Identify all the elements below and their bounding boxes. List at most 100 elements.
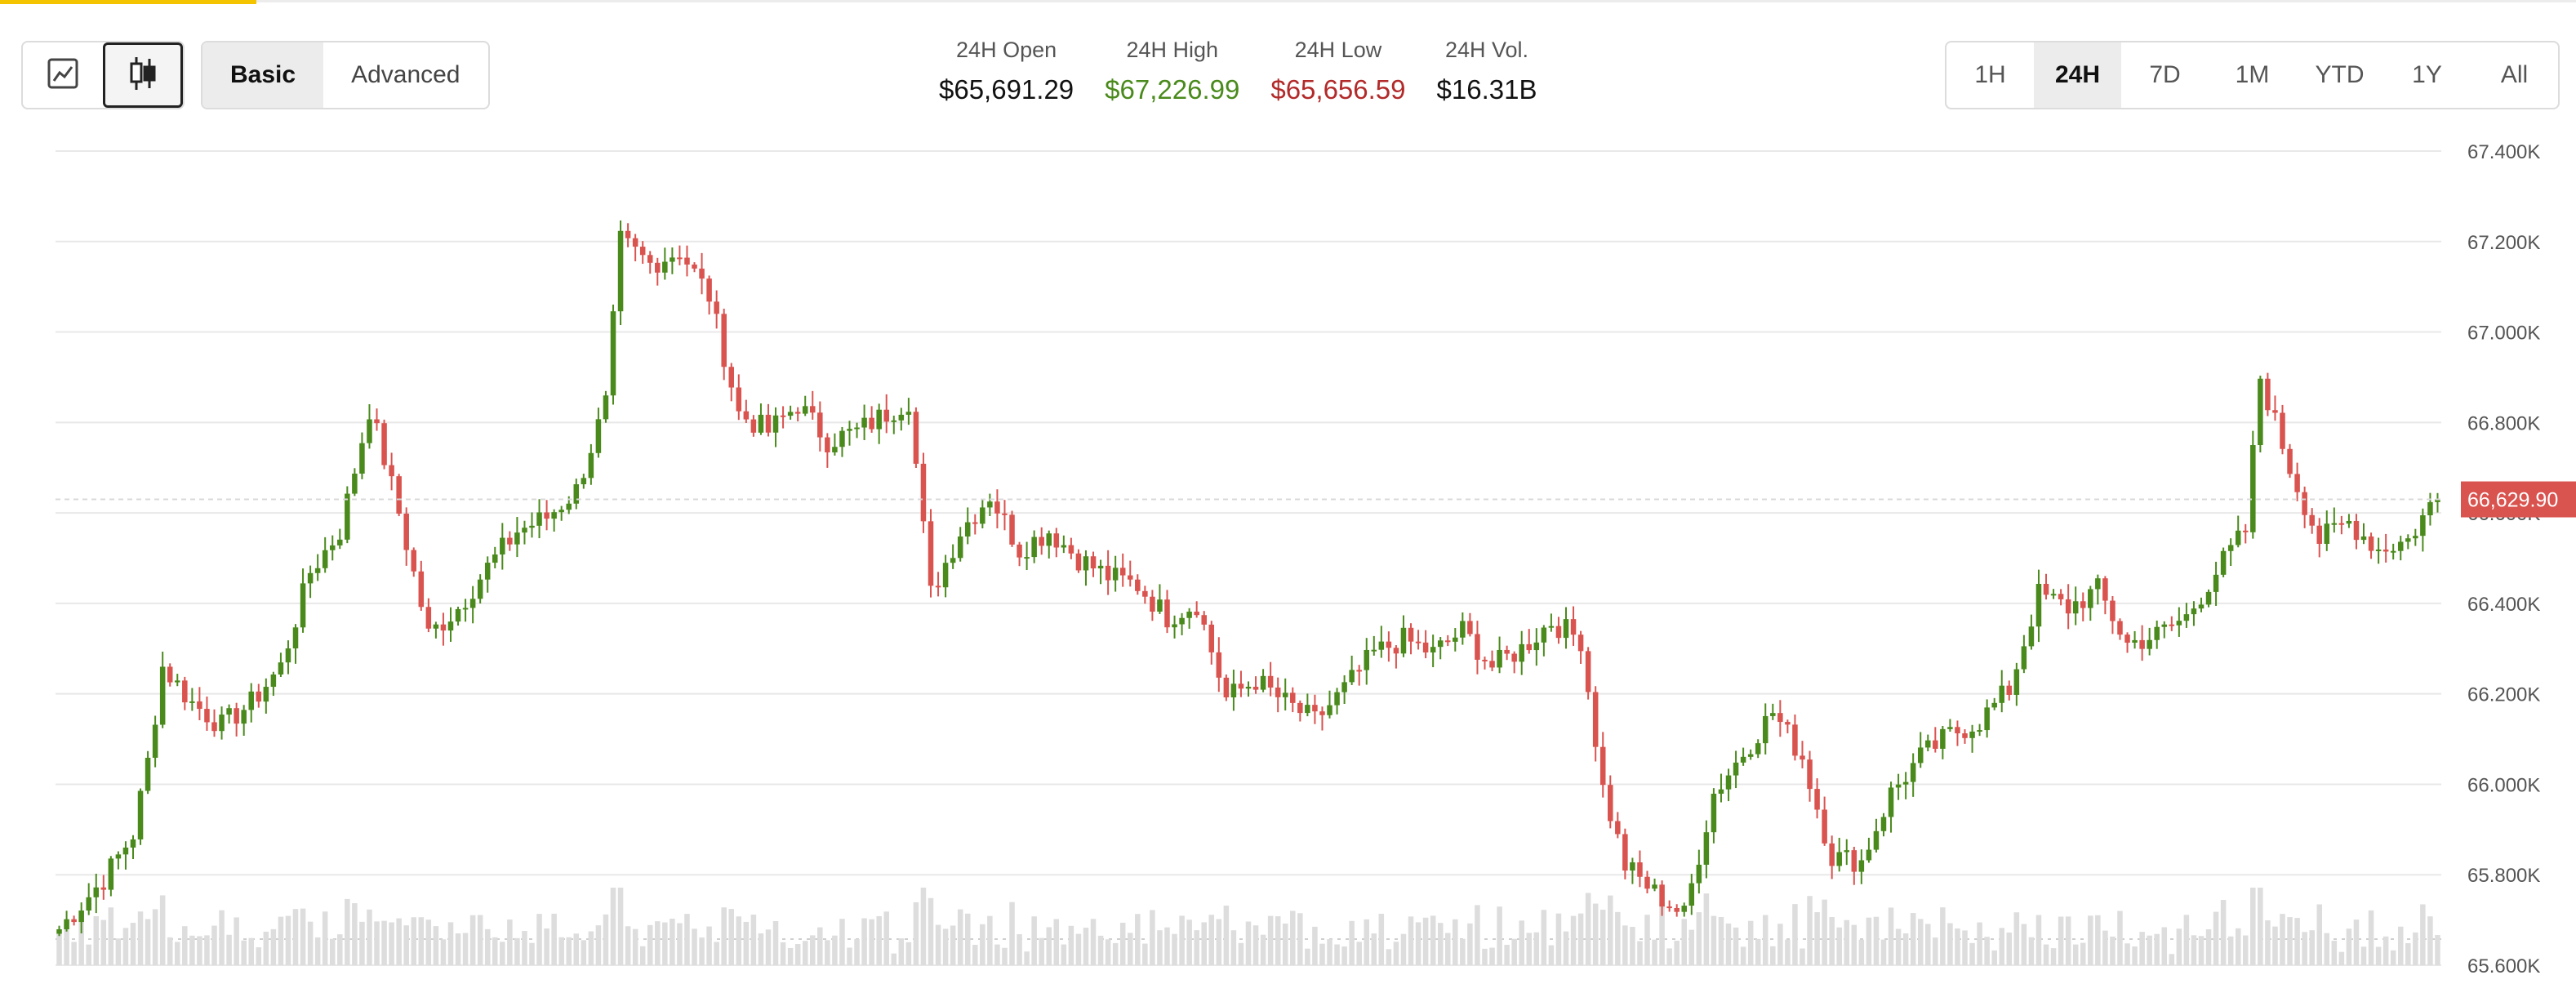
candle-body [1533,642,1540,651]
volume-bar [905,942,912,965]
candle-body [285,648,291,663]
volume-bar [1880,939,1887,965]
candle-body [2154,626,2160,640]
volume-bar [433,926,439,965]
candle-body [1895,784,1902,788]
candle-body [500,537,505,555]
candle-body [182,680,188,703]
candle-body [469,599,476,608]
candle-body [1999,685,2004,703]
candle-body [2316,525,2322,545]
volume-bar [1031,916,1037,965]
volume-bar [1075,933,1082,965]
volume-bar [1312,926,1318,965]
candle-body [167,666,173,683]
volume-bar [1150,910,1155,965]
candle-body [56,928,62,934]
range-1m-button[interactable]: 1M [2235,61,2270,88]
y-tick-label: 66.400K [2467,594,2540,616]
volume-bar [1866,917,1872,965]
candle-body [396,476,402,514]
y-tick-label: 65.600K [2467,955,2540,977]
candle-body [765,414,772,433]
volume-bar [345,898,350,965]
volume-bar [300,908,306,965]
candle-body [2191,608,2197,615]
candle-body [1519,643,1524,662]
candlestick-chart-button[interactable] [103,42,183,108]
volume-bar [2213,911,2219,965]
candle-body [307,572,314,584]
candle-body [1836,852,1842,866]
volume-bar [2346,928,2352,965]
volume-bar [1504,945,1510,965]
basic-mode-button[interactable]: Basic [202,42,324,108]
range-7d-button[interactable]: 7D [2149,61,2181,88]
candle-body [544,512,549,519]
volume-bar [1585,893,1591,965]
volume-bar [780,942,786,965]
volume-bar [2331,941,2338,965]
volume-bar [2102,930,2108,965]
volume-bar [2058,916,2064,965]
candle-body [1615,821,1621,835]
candle-body [1319,711,1325,715]
volume-bar [2309,930,2315,965]
y-tick-label: 67.400K [2467,141,2540,163]
stat-label: 24H Open [956,38,1057,62]
range-all-button[interactable]: All [2500,61,2529,88]
candle-body [1097,565,1104,569]
volume-bar [1555,913,1562,965]
volume-bar [2028,937,2035,965]
volume-bar [2132,946,2138,965]
candle-body [750,419,757,433]
candle-body [1297,702,1303,714]
volume-bar [1777,924,1783,965]
advanced-mode-button[interactable]: Advanced [351,61,460,88]
volume-bar [1341,946,1347,965]
candle-body [1659,884,1665,907]
candle-body [1563,619,1569,639]
volume-bar [625,926,631,965]
volume-bar [2420,904,2426,965]
candle-body [1991,702,1997,708]
market-stats: 24H Open $65,691.29 24H High $67,226.99 … [939,38,1568,105]
volume-bar [108,907,114,965]
line-chart-button[interactable] [23,42,103,108]
volume-bar [1467,923,1473,965]
candle-body [1046,533,1052,546]
candle-body [1910,763,1916,782]
candle-body [1652,884,1657,889]
range-ytd-button[interactable]: YTD [2315,61,2365,88]
stat-24h-high: 24H High $67,226.99 [1105,38,1239,105]
volume-bar [1053,919,1060,965]
volume-bar [728,909,735,965]
candle-body [684,257,690,265]
candle-body [677,257,683,260]
volume-bar [854,939,860,965]
candle-body [1592,692,1599,747]
candle-body [883,409,889,422]
candle-body [1208,624,1215,652]
range-24h-button[interactable]: 24H [2034,42,2121,108]
volume-bar [1570,915,1577,965]
volume-bar [964,913,971,965]
volume-bar [2117,911,2123,965]
volume-bar [987,915,993,965]
volume-bar [507,919,513,965]
candle-body [1267,675,1274,688]
candle-body [1422,642,1429,652]
candle-body [2243,530,2249,532]
volume-bar [1733,927,1739,965]
range-1y-button[interactable]: 1Y [2412,61,2442,88]
candle-body [86,897,91,911]
range-1h-button[interactable]: 1H [1974,61,2006,88]
price-chart[interactable]: 67.400K67.200K67.000K66.800K66.600K66.40… [0,122,2576,984]
candle-body [1142,590,1148,597]
volume-bar [1666,948,1672,965]
volume-bar [1142,943,1148,965]
volume-bar [182,926,188,965]
candle-body [1216,652,1222,678]
volume-bar [1305,948,1310,965]
candle-body [536,512,542,526]
